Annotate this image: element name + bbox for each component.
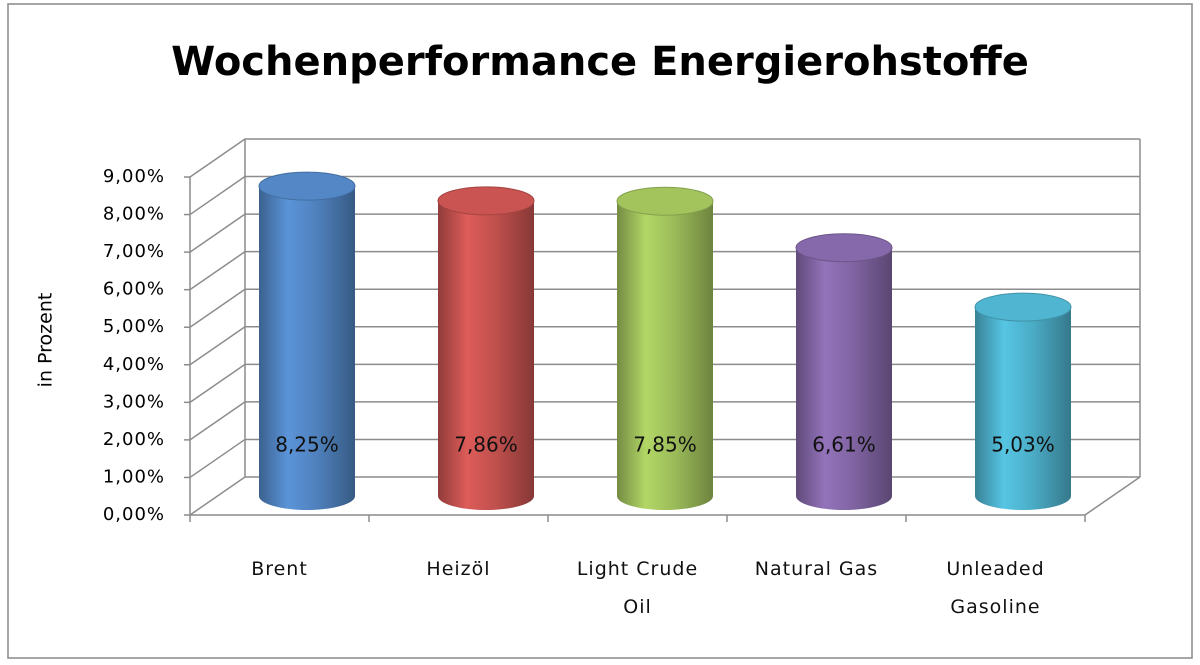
x-tick-label: Heizöl (426, 558, 491, 580)
bar (438, 200, 534, 496)
x-tick-label: Light Crude Oil (576, 558, 699, 618)
y-tick-label: 5,00% (103, 316, 165, 337)
bar-top (974, 292, 1072, 322)
y-axis-label: in Prozent (35, 293, 57, 388)
bar-top (616, 186, 714, 216)
bar-top (795, 233, 893, 263)
y-tick-label: 6,00% (103, 279, 165, 300)
value-label: 7,86% (454, 433, 518, 457)
grid-line (189, 175, 1140, 216)
value-label: 7,85% (633, 433, 697, 457)
value-label: 5,03% (991, 433, 1055, 457)
value-label: 6,61% (812, 433, 876, 457)
value-label: 8,25% (275, 433, 339, 457)
y-tick-label: 4,00% (103, 354, 165, 375)
y-tick-label: 0,00% (103, 504, 165, 525)
x-tick-label: Unleaded Gasoline (946, 558, 1045, 618)
bar (259, 186, 355, 496)
grid-line (189, 213, 1140, 253)
bar-top (258, 171, 356, 201)
chart-title: Wochenperformance Energierohstoffe (171, 39, 1029, 85)
y-tick-label: 2,00% (103, 429, 165, 450)
x-tick-label: Brent (251, 558, 308, 580)
grid-line (189, 138, 1140, 178)
bar (796, 247, 892, 496)
y-tick-label: 8,00% (103, 204, 165, 225)
y-tick-label: 1,00% (103, 466, 165, 487)
y-tick-label: 9,00% (103, 166, 165, 187)
floor-edge (1084, 476, 1141, 516)
bar (617, 201, 713, 496)
bar-top (437, 186, 535, 216)
y-tick-label: 7,00% (103, 241, 165, 262)
bar (975, 307, 1071, 496)
y-tick-label: 3,00% (103, 391, 165, 412)
x-tick-label: Natural Gas (754, 558, 879, 580)
